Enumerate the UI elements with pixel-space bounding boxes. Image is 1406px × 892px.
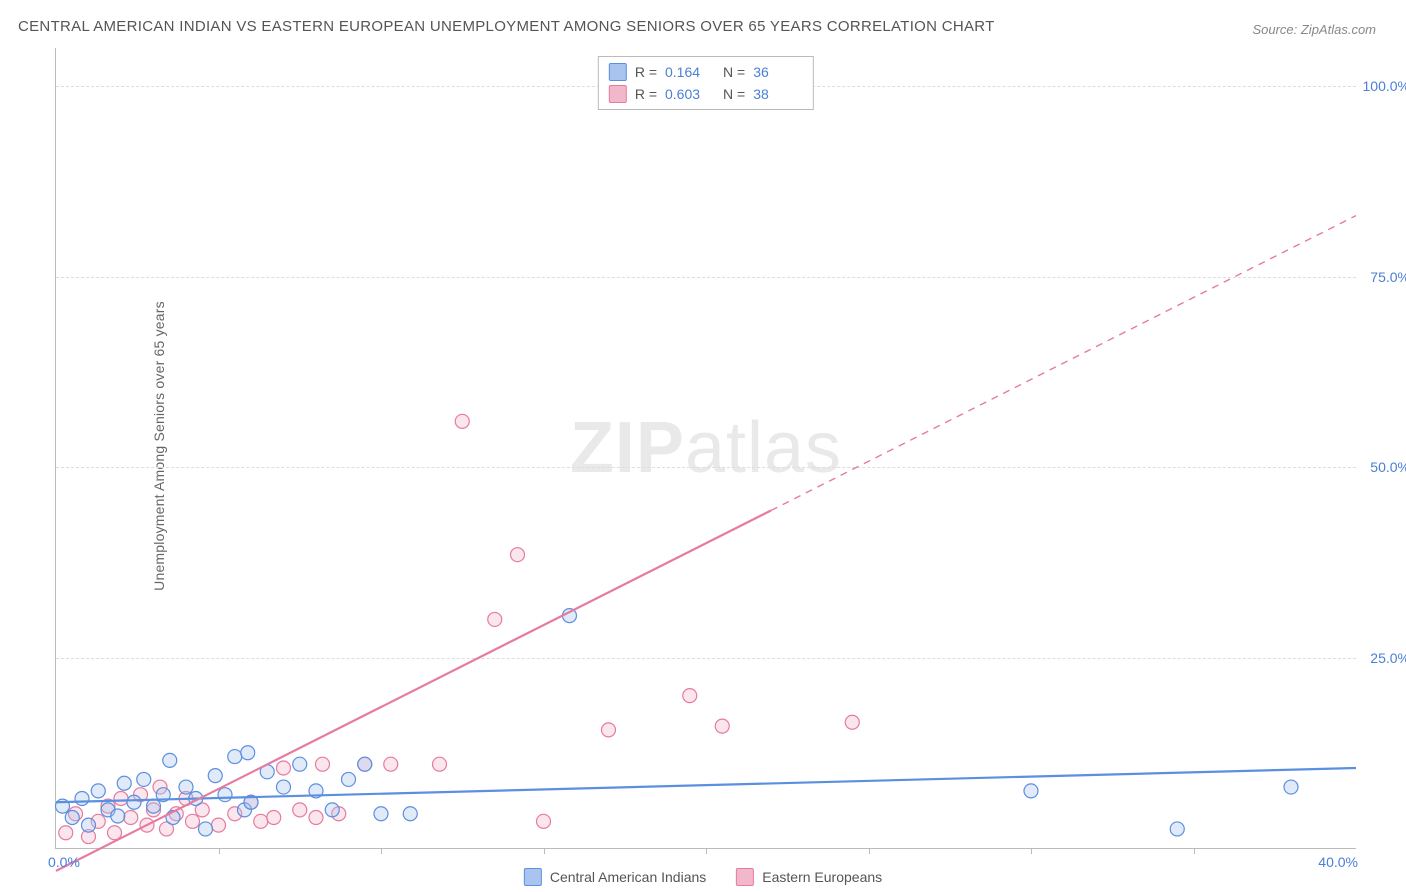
swatch-series1 xyxy=(609,63,627,81)
r-label: R = xyxy=(635,61,657,83)
scatter-svg xyxy=(56,48,1356,848)
swatch-series2 xyxy=(736,868,754,886)
x-axis-origin-label: 0.0% xyxy=(48,854,80,870)
legend-item-series1: Central American Indians xyxy=(524,868,706,886)
legend-row-series1: R = 0.164 N = 36 xyxy=(609,61,803,83)
r-value-series2: 0.603 xyxy=(665,83,715,105)
r-label: R = xyxy=(635,83,657,105)
r-value-series1: 0.164 xyxy=(665,61,715,83)
n-label: N = xyxy=(723,83,745,105)
swatch-series2 xyxy=(609,85,627,103)
x-axis-end-label: 40.0% xyxy=(1318,854,1358,870)
chart-title: CENTRAL AMERICAN INDIAN VS EASTERN EUROP… xyxy=(18,18,995,35)
correlation-legend: R = 0.164 N = 36 R = 0.603 N = 38 xyxy=(598,56,814,110)
n-label: N = xyxy=(723,61,745,83)
source-attribution: Source: ZipAtlas.com xyxy=(1252,22,1376,37)
legend-label-series1: Central American Indians xyxy=(550,869,706,885)
series-legend: Central American Indians Eastern Europea… xyxy=(524,868,882,886)
n-value-series2: 38 xyxy=(753,83,803,105)
n-value-series1: 36 xyxy=(753,61,803,83)
legend-label-series2: Eastern Europeans xyxy=(762,869,882,885)
chart-plot-area: ZIPatlas R = 0.164 N = 36 R = 0.603 N = … xyxy=(55,48,1356,849)
swatch-series1 xyxy=(524,868,542,886)
legend-row-series2: R = 0.603 N = 38 xyxy=(609,83,803,105)
legend-item-series2: Eastern Europeans xyxy=(736,868,882,886)
